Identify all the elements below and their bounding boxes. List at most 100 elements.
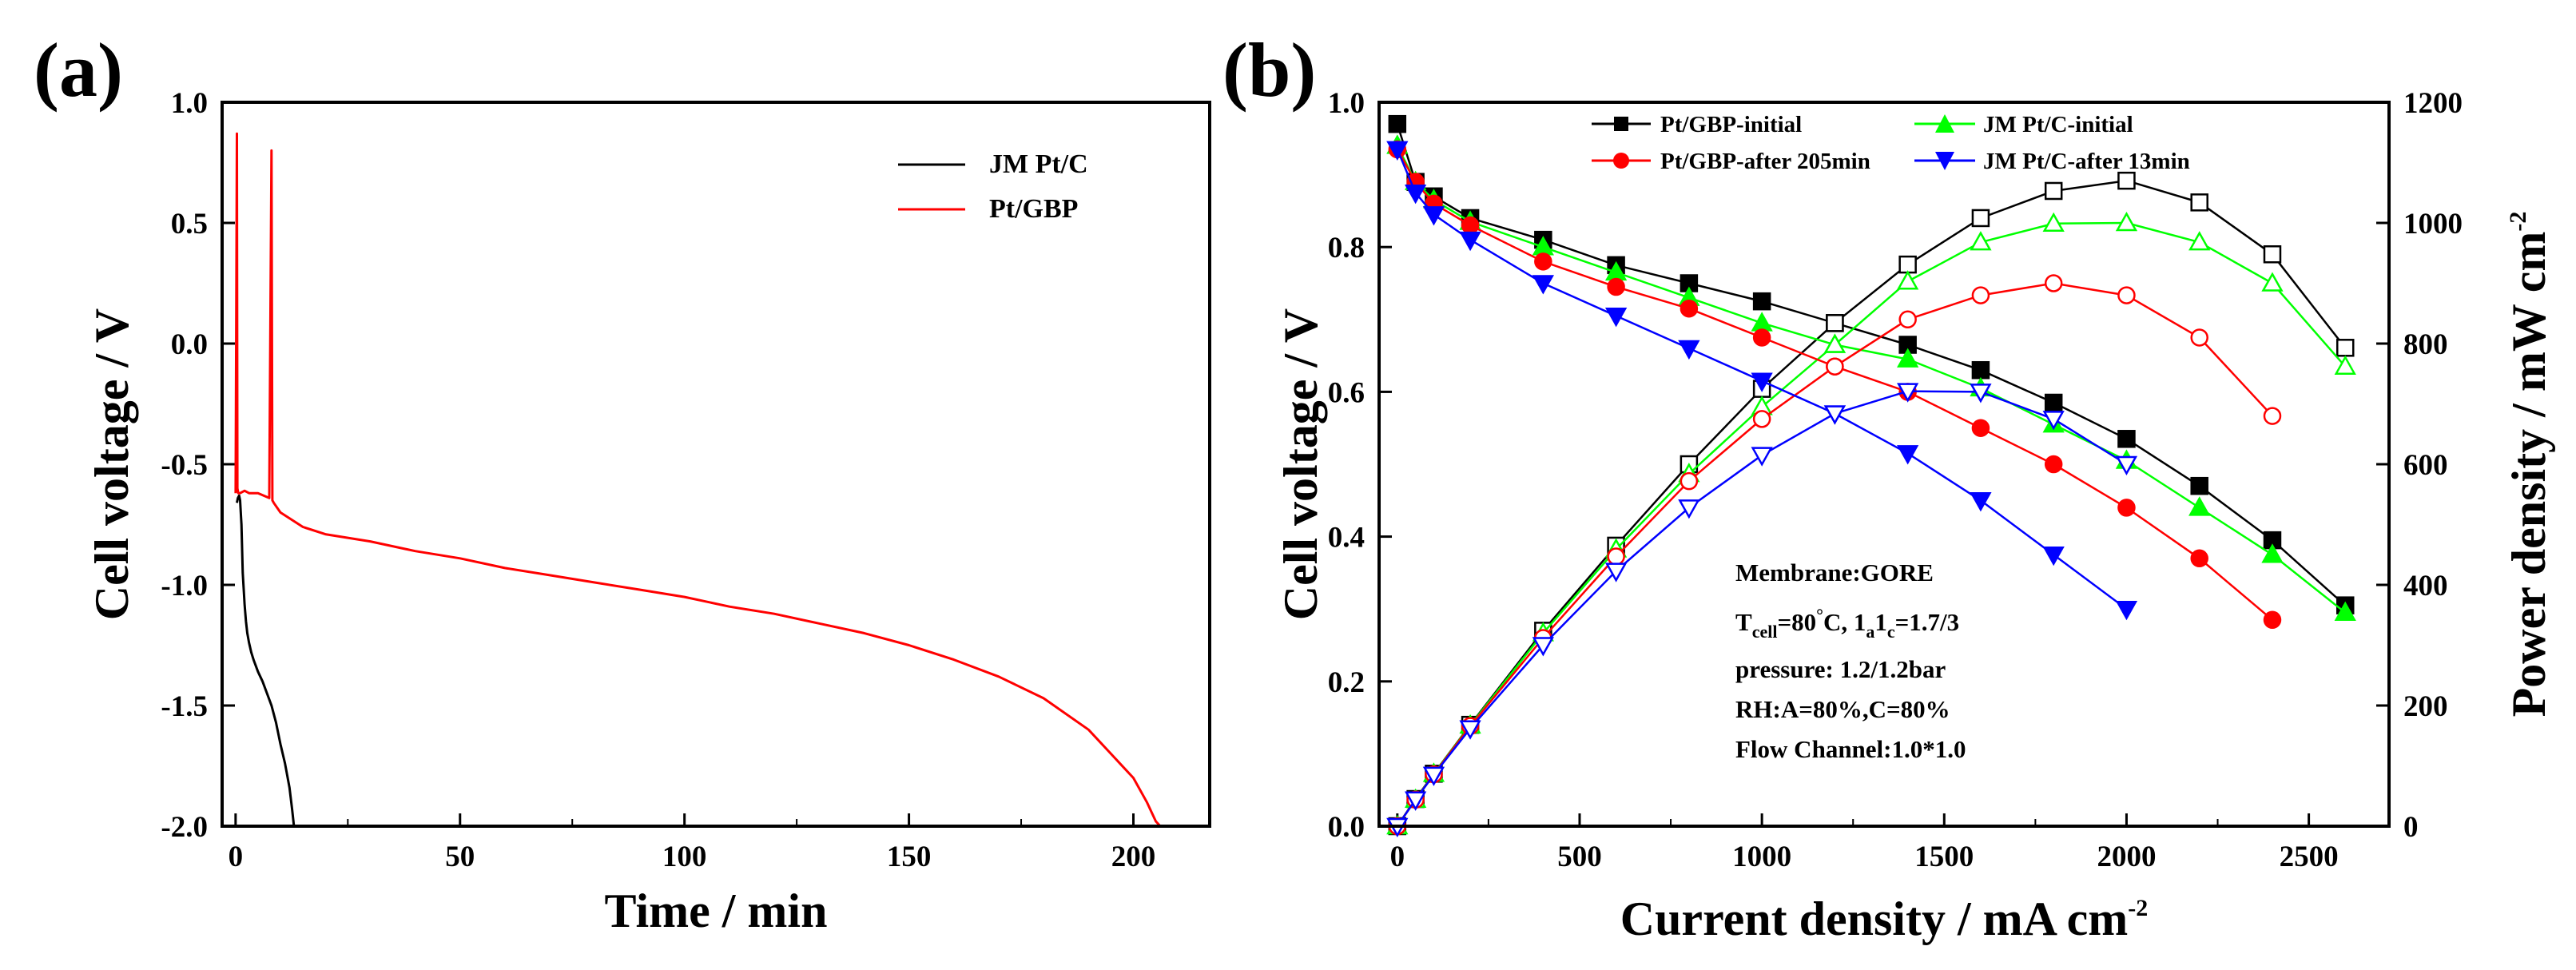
panel-b-label: (b) xyxy=(1222,27,1316,113)
y-tick-label-6: 1.0 xyxy=(171,87,208,120)
x-tick-label-200: 200 xyxy=(1111,841,1156,873)
condition-t-prefix: T xyxy=(1735,608,1752,636)
legend-label-jm-ptc: JM Pt/C xyxy=(989,149,1088,179)
condition-t-after-deg: C, 1 xyxy=(1823,608,1866,636)
power-point-jm-pt-c-after-13min xyxy=(1532,637,1554,657)
panel-b-x-axis-title: Current density / mA cm-2 xyxy=(1620,892,2149,945)
panel-a-label: (a) xyxy=(34,27,123,113)
power-point-jm-pt-c-after-13min xyxy=(1897,383,1919,403)
voltage-point-pt-gbp-after-205min xyxy=(1680,299,1699,318)
panel-b-x-axis-title-sup: -2 xyxy=(2128,895,2148,921)
panel-a-ticks: 0 50 100 150 200 -2.0 -1.5 -1.0 -0.5 0.0 0.5 1.0 xyxy=(161,87,1155,873)
right-y-tick-label-600: 600 xyxy=(2403,449,2448,482)
power-point-jm-pt-c-initial xyxy=(2115,211,2138,232)
legend-label-jm-ptc-initial: JM Pt/C-initial xyxy=(1983,112,2133,137)
voltage-point-jm-pt-c-after-13min xyxy=(1970,492,1992,512)
voltage-point-pt-gbp-after-205min xyxy=(2190,549,2208,568)
panel-b-chart: 0 500 1000 1500 2000 2500 0.0 0.2 0.4 0.6 0.8 1.0 0 2… xyxy=(1274,87,2555,945)
y-tick-label-2: -1.0 xyxy=(161,570,208,602)
right-y-tick-label-800: 800 xyxy=(2403,328,2448,361)
left-y-tick-label-3: 0.6 xyxy=(1328,376,1365,409)
voltage-point-jm-pt-c-initial xyxy=(1751,312,1773,332)
right-y-tick-label-400: 400 xyxy=(2403,570,2448,602)
voltage-point-pt-gbp-after-205min xyxy=(2117,499,2136,517)
legend-label-pt-gbp-after: Pt/GBP-after 205min xyxy=(1660,149,1870,174)
panel-a-chart: 0 50 100 150 200 -2.0 -1.5 -1.0 -0.5 0.0 0.5 1.0 Ti… xyxy=(85,87,1211,937)
right-y-tick-label-0: 0 xyxy=(2403,811,2419,844)
power-point-pt-gbp-after-205min xyxy=(2190,328,2208,347)
panel-b-ticks: 0 500 1000 1500 2000 2500 0.0 0.2 0.4 0.6 0.8 1.0 0 2… xyxy=(1328,87,2463,873)
y-tick-label-1: -1.5 xyxy=(161,690,208,723)
condition-t-deg: ° xyxy=(1816,605,1823,625)
power-point-pt-gbp-initial xyxy=(1826,314,1844,332)
voltage-point-jm-pt-c-after-13min xyxy=(1532,275,1554,295)
voltage-point-jm-pt-c-after-13min xyxy=(1604,308,1628,328)
panel-b-left-y-axis-title: Cell voltage / V xyxy=(1274,308,1327,621)
voltage-point-pt-gbp-after-205min xyxy=(1461,216,1480,235)
power-point-pt-gbp-after-205min xyxy=(1752,410,1771,428)
voltage-point-jm-pt-c-initial xyxy=(2188,496,2211,516)
power-point-jm-pt-c-initial xyxy=(1970,231,1992,251)
left-y-tick-label-1: 0.2 xyxy=(1328,666,1365,699)
series-line-pt-gbp xyxy=(234,132,1162,828)
power-point-pt-gbp-after-205min xyxy=(1680,471,1699,491)
voltage-line-jm-pt-c-initial xyxy=(1396,145,2346,614)
power-point-jm-pt-c-after-13min xyxy=(1823,405,1847,425)
power-point-pt-gbp-initial xyxy=(2044,181,2063,201)
power-point-jm-pt-c-after-13min xyxy=(1404,791,1427,811)
power-point-jm-pt-c-after-13min xyxy=(1751,447,1773,467)
voltage-point-pt-gbp-initial xyxy=(1752,292,1771,311)
legend-label-pt-gbp: Pt/GBP xyxy=(989,194,1078,224)
voltage-point-pt-gbp-initial xyxy=(2117,430,2136,448)
panel-b-right-y-axis-title-sup: -2 xyxy=(2505,212,2531,232)
power-point-pt-gbp-after-205min xyxy=(1971,286,1990,304)
condition-t-sub-c: c xyxy=(1887,622,1895,642)
right-y-tick-label-1200: 1200 xyxy=(2403,87,2463,120)
voltage-point-jm-pt-c-after-13min xyxy=(2115,600,2138,621)
power-point-jm-pt-c-after-13min xyxy=(1970,384,1992,404)
condition-flow-channel: Flow Channel:1.0*1.0 xyxy=(1735,735,1966,763)
legend-marker-jm-ptc-after xyxy=(1935,152,1954,170)
condition-t-sub: cell xyxy=(1752,622,1778,642)
power-point-pt-gbp-after-205min xyxy=(2044,274,2063,292)
y-tick-label-5: 0.5 xyxy=(171,208,208,241)
condition-t-one: 1 xyxy=(1874,608,1887,636)
voltage-point-jm-pt-c-initial xyxy=(1897,348,1919,368)
voltage-line-pt-gbp-initial xyxy=(1396,123,2347,606)
panel-a-legend: JM Pt/C Pt/GBP xyxy=(898,149,1088,224)
x-tick-label-0: 0 xyxy=(229,841,244,873)
y-tick-label-0: -2.0 xyxy=(161,811,208,844)
condition-t-sub-a: a xyxy=(1866,622,1874,642)
panel-a-y-axis-title: Cell voltage / V xyxy=(85,308,138,621)
voltage-line-pt-gbp-after-205min xyxy=(1396,149,2273,621)
power-point-jm-pt-c-initial xyxy=(1897,270,1919,290)
legend-marker-pt-gbp-initial xyxy=(1614,117,1628,131)
power-point-jm-pt-c-initial xyxy=(2042,212,2065,233)
panel-a-frame xyxy=(221,101,1211,828)
power-point-pt-gbp-initial xyxy=(2190,193,2208,212)
voltage-point-jm-pt-c-after-13min xyxy=(1459,231,1481,252)
condition-pressure: pressure: 1.2/1.2bar xyxy=(1735,655,1946,683)
series-line-jm-pt-c xyxy=(236,494,296,827)
voltage-point-pt-gbp-after-205min xyxy=(1971,419,1990,437)
panel-a-series xyxy=(234,132,1162,828)
voltage-point-pt-gbp-after-205min xyxy=(1752,328,1771,347)
right-y-tick-label-1000: 1000 xyxy=(2403,208,2463,241)
y-tick-label-4: 0.0 xyxy=(171,328,208,361)
voltage-point-pt-gbp-after-205min xyxy=(2263,610,2282,630)
power-point-jm-pt-c-after-13min xyxy=(1604,563,1628,582)
voltage-point-pt-gbp-initial xyxy=(1971,360,1990,380)
condition-membrane: Membrane:GORE xyxy=(1735,559,1934,586)
panel-b-frame xyxy=(1377,101,2391,828)
power-point-jm-pt-c-initial xyxy=(2334,355,2356,375)
power-point-pt-gbp-initial xyxy=(2117,171,2136,190)
voltage-point-jm-pt-c-after-13min xyxy=(1386,141,1409,161)
power-point-pt-gbp-after-205min xyxy=(1826,357,1844,376)
x-tick-label-100: 100 xyxy=(662,841,707,873)
voltage-point-pt-gbp-after-205min xyxy=(1534,252,1552,271)
condition-rh: RH:A=80%,C=80% xyxy=(1735,695,1950,723)
power-point-jm-pt-c-initial xyxy=(1823,333,1847,353)
panel-b-conditions: Membrane:GORE Tcell=80°C, 1a1c=1.7/3 pre… xyxy=(1735,559,1966,763)
power-point-pt-gbp-after-205min xyxy=(1607,547,1625,566)
